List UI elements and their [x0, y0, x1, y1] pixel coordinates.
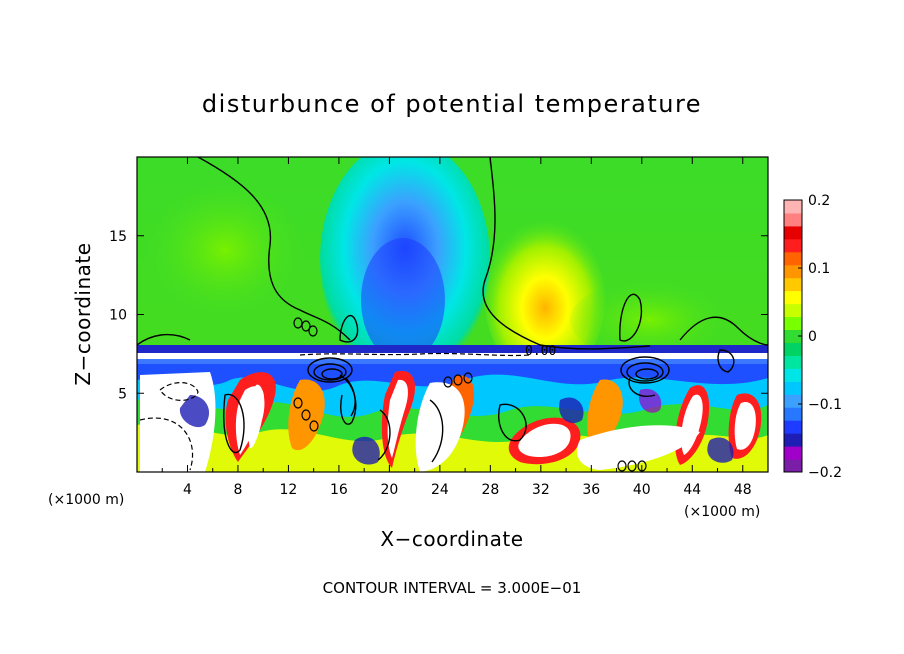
colorbar-swatch	[784, 342, 802, 356]
colorbar-swatch	[784, 200, 802, 214]
colorbar-swatch	[784, 238, 802, 253]
x-tick-label: 36	[582, 482, 600, 498]
colorbar-swatch	[784, 407, 802, 421]
colorbar-swatch	[784, 212, 802, 227]
contour-cluster-left	[307, 357, 357, 425]
warm-anomaly	[485, 220, 605, 380]
colorbar-swatch	[784, 420, 802, 434]
contour-label-rings	[293, 317, 647, 472]
colorbar-tick-label: 0.2	[808, 193, 830, 209]
colorbar-swatch	[784, 394, 802, 408]
colorbar-swatch	[784, 303, 802, 318]
colorbar-tick-label: −0.2	[808, 465, 842, 481]
x-axis-ticks: 4 8 12 16 20 24 28 32 36 40 44 48	[161, 157, 752, 498]
colorbar-swatch	[784, 381, 802, 395]
x-tick-label: 48	[734, 482, 752, 498]
x-tick-label: 24	[431, 482, 449, 498]
y-tick-label: 10	[109, 308, 127, 324]
colorbar-swatch	[784, 290, 802, 305]
contour-cluster-right	[620, 349, 735, 397]
x-tick-label: 44	[683, 482, 701, 498]
colorbar-swatch	[784, 277, 802, 292]
chart-title: disturbunce of potential temperature	[202, 90, 702, 118]
turbulent-layer	[137, 370, 768, 472]
x-tick-label: 8	[233, 482, 242, 498]
x-tick-label: 4	[183, 482, 192, 498]
colorbar-tick-label: 0	[808, 329, 817, 345]
x-tick-label: 16	[330, 482, 348, 498]
x-axis-unit-right: (×1000 m)	[684, 504, 760, 520]
x-tick-label: 28	[481, 482, 499, 498]
colorbar-swatch	[784, 264, 802, 279]
colorbar-swatch	[784, 355, 802, 369]
colorbar-swatch	[784, 329, 802, 343]
plot-area: 0.00	[137, 157, 768, 472]
x-axis-label: X−coordinate	[380, 527, 523, 551]
colorbar-swatch	[784, 459, 802, 473]
colorbar-swatch	[784, 316, 802, 331]
y-tick-label: 15	[109, 229, 127, 245]
colorbar-swatch	[784, 433, 802, 447]
colorbar-swatch	[784, 446, 802, 460]
colorbar-swatch	[784, 251, 802, 266]
contour-lines: 0.00	[137, 157, 768, 472]
contour-interval-note: CONTOUR INTERVAL = 3.000E−01	[323, 579, 582, 597]
x-tick-label: 40	[633, 482, 651, 498]
y-axis-label: Z−coordinate	[71, 242, 95, 385]
x-tick-label: 12	[280, 482, 298, 498]
x-axis-unit-left: (×1000 m)	[48, 492, 124, 508]
x-tick-label: 32	[532, 482, 550, 498]
colorbar-swatch	[784, 368, 802, 382]
colorbar-tick-label: 0.1	[808, 261, 830, 277]
contour-label: 0.00	[525, 344, 556, 359]
x-tick-label: 20	[380, 482, 398, 498]
y-tick-label: 5	[118, 386, 127, 402]
colorbar: 0.2 0.1 0 −0.1 −0.2	[783, 193, 842, 481]
colorbar-tick-label: −0.1	[808, 397, 842, 413]
colorbar-swatch	[784, 225, 802, 240]
y-axis-ticks: 5 10 15	[109, 229, 768, 402]
